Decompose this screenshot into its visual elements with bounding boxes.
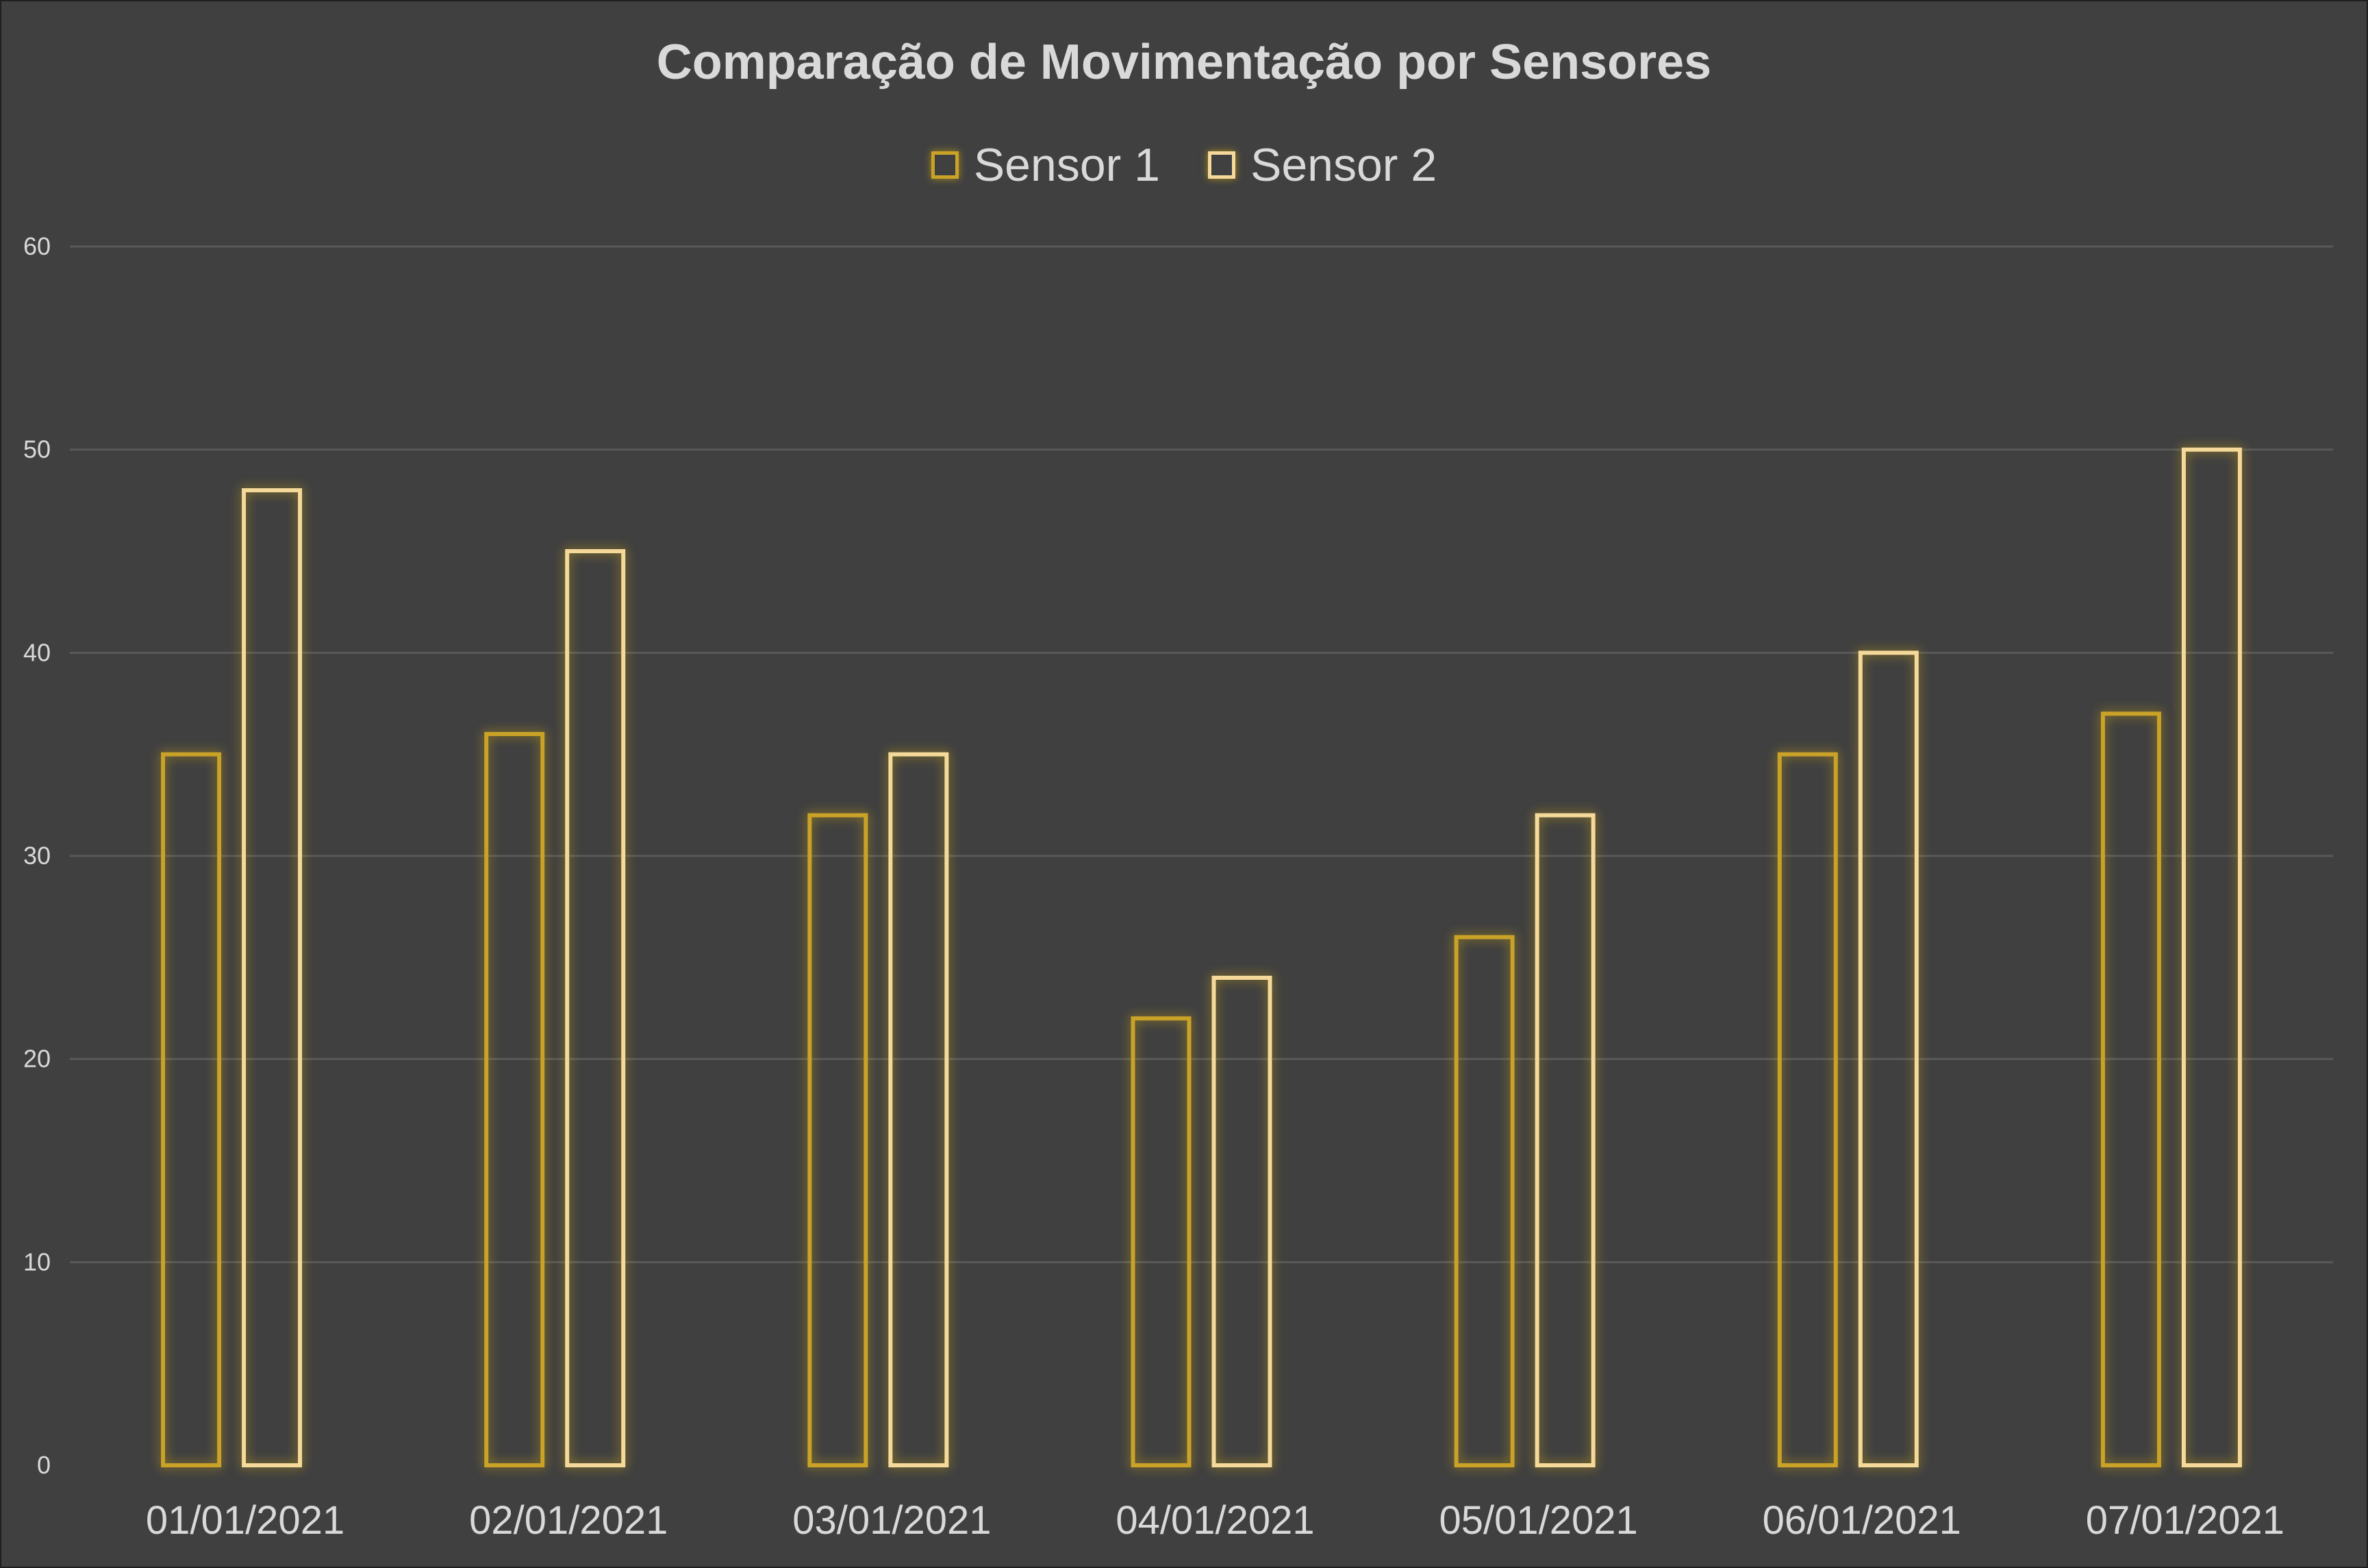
y-tick-label: 10 (23, 1248, 51, 1276)
x-tick-label: 05/01/2021 (1439, 1498, 1637, 1543)
x-tick-label: 03/01/2021 (792, 1498, 991, 1543)
y-tick-label: 20 (23, 1045, 51, 1073)
y-axis: 0 10 20 30 40 50 60 (23, 232, 51, 1479)
bars (161, 447, 2242, 1468)
chart-title: Comparação de Movimentação por Sensores (656, 35, 1712, 90)
bar-sensor-1-6[interactable] (1777, 752, 1838, 1467)
bar-sensor-2-1[interactable] (242, 488, 303, 1467)
x-tick-label: 02/01/2021 (469, 1498, 668, 1543)
legend-item-sensor-2[interactable]: Sensor 2 (1208, 138, 1437, 192)
x-tick-label: 06/01/2021 (1763, 1498, 1961, 1543)
bar-sensor-2-2[interactable] (565, 549, 626, 1467)
bar-sensor-1-7[interactable] (2100, 711, 2161, 1467)
legend-label-sensor-1: Sensor 1 (973, 139, 1160, 191)
legend-swatch-sensor-1 (931, 151, 959, 179)
bar-sensor-2-5[interactable] (1535, 813, 1596, 1467)
legend-item-sensor-1[interactable]: Sensor 1 (931, 138, 1160, 192)
bar-sensor-1-5[interactable] (1454, 935, 1515, 1467)
legend: Sensor 1 Sensor 2 (1, 138, 2367, 192)
x-tick-label: 01/01/2021 (146, 1498, 344, 1543)
bar-sensor-2-4[interactable] (1211, 976, 1272, 1467)
bar-sensor-1-3[interactable] (807, 813, 868, 1467)
legend-swatch-sensor-2 (1208, 151, 1235, 179)
y-tick-label: 60 (23, 232, 51, 260)
bar-sensor-2-3[interactable] (888, 752, 949, 1467)
bar-sensor-1-4[interactable] (1131, 1016, 1192, 1468)
y-tick-label: 30 (23, 842, 51, 870)
x-tick-label: 04/01/2021 (1116, 1498, 1314, 1543)
bar-sensor-2-6[interactable] (1858, 650, 1919, 1467)
gridlines (70, 245, 2333, 1263)
y-tick-label: 40 (23, 638, 51, 666)
y-tick-label: 50 (23, 435, 51, 464)
legend-label-sensor-2: Sensor 2 (1250, 139, 1437, 191)
bar-sensor-1-2[interactable] (484, 732, 545, 1467)
bar-sensor-2-7[interactable] (2181, 447, 2242, 1468)
x-tick-label: 07/01/2021 (2086, 1498, 2284, 1543)
y-tick-label: 0 (37, 1451, 51, 1479)
x-axis: 01/01/2021 02/01/2021 03/01/2021 04/01/2021… (146, 1498, 2284, 1543)
bar-sensor-1-1[interactable] (161, 752, 222, 1467)
